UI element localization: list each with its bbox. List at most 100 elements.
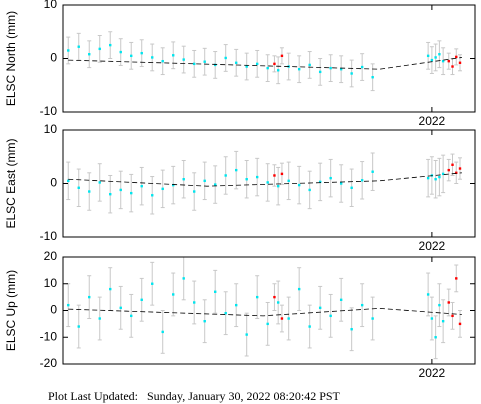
point [441, 172, 445, 176]
point [119, 188, 122, 192]
point [318, 306, 322, 310]
point [245, 333, 248, 336]
point [297, 68, 301, 71]
point [280, 317, 284, 320]
y-axis-title: ELSC Up (mm) [4, 270, 18, 351]
y-tick-label: 10 [44, 0, 58, 11]
y-tick-label: 20 [44, 249, 58, 263]
y-tick-label: 0 [50, 176, 57, 190]
point [273, 62, 276, 66]
point [451, 163, 454, 166]
point [329, 314, 332, 318]
point [280, 172, 284, 176]
point [329, 66, 332, 70]
point [98, 317, 101, 320]
point [203, 60, 206, 63]
point [182, 277, 185, 280]
point [371, 170, 374, 173]
point [308, 188, 311, 192]
y-tick-label: 0 [50, 303, 57, 317]
point [434, 56, 437, 59]
point [119, 50, 122, 54]
point [447, 168, 450, 172]
y-tick-label: -10 [40, 229, 58, 243]
point [371, 317, 374, 320]
point [438, 175, 441, 179]
point [224, 174, 227, 177]
point [371, 76, 374, 79]
point [273, 174, 276, 177]
point [151, 282, 154, 285]
point [88, 190, 91, 193]
point [77, 45, 80, 48]
point [426, 54, 430, 58]
point [447, 59, 450, 63]
point [438, 53, 441, 56]
point [426, 293, 430, 296]
point [360, 303, 364, 307]
point [430, 58, 434, 62]
point [458, 167, 462, 170]
y-tick-label: -10 [40, 104, 58, 118]
point [140, 298, 143, 301]
point [130, 314, 133, 318]
y-tick-label: 0 [50, 51, 57, 65]
point [430, 317, 434, 320]
point [458, 322, 462, 326]
point [360, 179, 364, 182]
point [280, 54, 284, 58]
point [214, 290, 217, 293]
point [161, 59, 164, 63]
footer: Plot Last Updated: Sunday, January 30, 2… [48, 389, 341, 403]
point [109, 43, 112, 47]
point [297, 287, 301, 291]
point [276, 301, 280, 304]
point [245, 178, 248, 181]
point [67, 303, 70, 307]
x-tick-label: 2022 [419, 366, 446, 380]
point [276, 184, 280, 188]
point [234, 61, 238, 64]
point [426, 176, 430, 180]
point [182, 58, 185, 61]
point [67, 179, 70, 183]
point [350, 72, 353, 75]
point [193, 62, 196, 66]
point [441, 320, 445, 323]
point [161, 330, 164, 334]
point [434, 336, 437, 339]
point [172, 293, 175, 296]
point [109, 287, 112, 291]
point [130, 191, 133, 195]
y-tick-label: -10 [40, 329, 58, 343]
point [339, 298, 343, 301]
point [266, 322, 269, 326]
point [441, 59, 445, 63]
plot-frame [62, 4, 476, 113]
point [339, 182, 343, 185]
x-tick-label: 2022 [419, 239, 446, 253]
point [182, 178, 185, 181]
point [88, 295, 91, 299]
point [224, 56, 227, 60]
point [318, 70, 322, 74]
point [140, 184, 143, 188]
point [455, 171, 458, 174]
point [434, 178, 437, 181]
point [151, 194, 154, 197]
point [77, 325, 80, 328]
point [77, 186, 80, 189]
point [245, 65, 248, 68]
y-axis-title: ELSC North (mm) [4, 11, 18, 106]
point [130, 54, 133, 58]
point [287, 317, 290, 320]
point [447, 301, 450, 304]
point [98, 47, 101, 51]
point [276, 69, 280, 72]
point [234, 303, 238, 307]
point [193, 190, 196, 193]
point [339, 68, 343, 71]
point [234, 168, 238, 172]
point [308, 325, 311, 328]
